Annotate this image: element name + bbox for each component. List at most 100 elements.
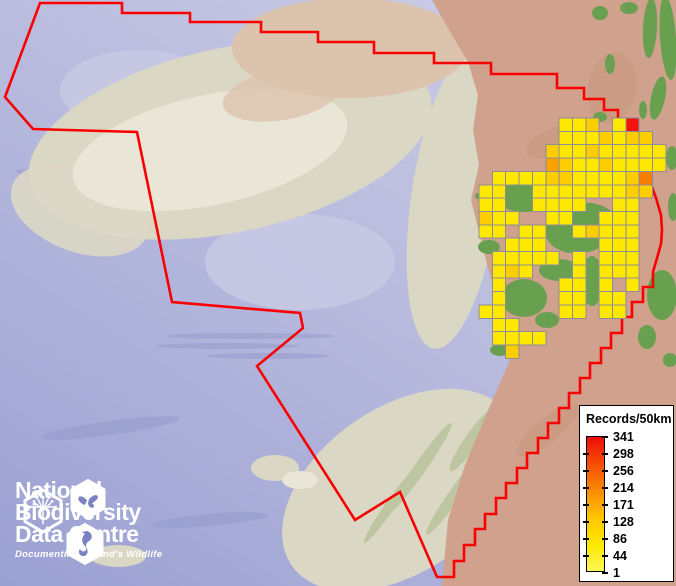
grid-cell[interactable] [545,210,560,226]
grid-cell[interactable] [478,304,493,319]
grid-cell[interactable] [518,237,533,252]
grid-cell[interactable] [571,251,587,266]
grid-cell[interactable] [571,130,587,146]
grid-cell[interactable] [598,304,614,319]
grid-cell[interactable] [545,184,560,199]
grid-cell[interactable] [518,264,533,279]
grid-cell[interactable] [558,291,573,306]
grid-cell[interactable] [598,184,614,199]
grid-cell[interactable] [558,130,573,146]
grid-cell[interactable] [491,224,507,239]
grid-cell[interactable] [505,317,520,333]
grid-cell[interactable] [491,264,507,279]
grid-cell[interactable] [571,264,587,279]
grid-cell[interactable] [531,251,547,266]
grid-cell[interactable] [478,184,493,199]
grid-cell[interactable] [558,210,573,226]
grid-cell[interactable] [625,130,640,146]
grid-cell[interactable] [638,157,654,172]
records-grid[interactable] [478,117,667,359]
grid-cell[interactable] [571,224,587,239]
grid-cell[interactable] [585,144,600,159]
grid-cell[interactable] [598,291,614,306]
grid-cell[interactable] [505,331,520,346]
grid-cell[interactable] [652,144,667,159]
grid-cell[interactable] [612,304,627,319]
grid-cell[interactable] [571,291,587,306]
grid-cell[interactable] [598,157,614,172]
grid-cell[interactable] [612,291,627,306]
grid-cell[interactable] [491,184,507,199]
grid-cell[interactable] [625,210,640,226]
grid-cell[interactable] [625,117,640,132]
grid-cell[interactable] [598,130,614,146]
grid-cell[interactable] [531,170,547,186]
grid-cell[interactable] [491,304,507,319]
grid-cell[interactable] [545,157,560,172]
grid-cell[interactable] [612,170,627,186]
grid-cell[interactable] [638,184,654,199]
grid-cell[interactable] [558,277,573,293]
grid-cell[interactable] [571,304,587,319]
grid-cell[interactable] [625,251,640,266]
grid-cell[interactable] [531,237,547,252]
grid-cell[interactable] [625,184,640,199]
grid-cell[interactable] [625,170,640,186]
grid-cell[interactable] [625,237,640,252]
grid-cell[interactable] [612,130,627,146]
grid-cell[interactable] [558,157,573,172]
grid-cell[interactable] [585,224,600,239]
grid-cell[interactable] [585,184,600,199]
grid-cell[interactable] [612,224,627,239]
grid-cell[interactable] [625,277,640,293]
grid-cell[interactable] [505,210,520,226]
grid-cell[interactable] [531,331,547,346]
grid-cell[interactable] [545,251,560,266]
grid-cell[interactable] [585,130,600,146]
grid-cell[interactable] [625,197,640,212]
grid-cell[interactable] [518,251,533,266]
grid-cell[interactable] [612,210,627,226]
grid-cell[interactable] [505,251,520,266]
grid-cell[interactable] [612,237,627,252]
grid-cell[interactable] [571,184,587,199]
grid-cell[interactable] [558,197,573,212]
grid-cell[interactable] [585,117,600,132]
grid-cell[interactable] [571,277,587,293]
grid-cell[interactable] [638,170,654,186]
grid-cell[interactable] [598,224,614,239]
grid-cell[interactable] [612,117,627,132]
grid-cell[interactable] [612,157,627,172]
grid-cell[interactable] [638,130,654,146]
grid-cell[interactable] [571,157,587,172]
grid-cell[interactable] [505,264,520,279]
grid-cell[interactable] [491,197,507,212]
grid-cell[interactable] [571,144,587,159]
grid-cell[interactable] [491,170,507,186]
grid-cell[interactable] [558,144,573,159]
grid-cell[interactable] [518,170,533,186]
grid-cell[interactable] [518,224,533,239]
grid-cell[interactable] [491,331,507,346]
grid-cell[interactable] [505,344,520,359]
grid-cell[interactable] [491,291,507,306]
grid-cell[interactable] [625,157,640,172]
grid-cell[interactable] [545,197,560,212]
grid-cell[interactable] [558,170,573,186]
grid-cell[interactable] [612,144,627,159]
grid-cell[interactable] [625,224,640,239]
grid-cell[interactable] [598,210,614,226]
grid-cell[interactable] [491,317,507,333]
grid-cell[interactable] [491,251,507,266]
grid-cell[interactable] [598,251,614,266]
grid-cell[interactable] [598,264,614,279]
grid-cell[interactable] [571,117,587,132]
grid-cell[interactable] [612,197,627,212]
grid-cell[interactable] [545,170,560,186]
grid-cell[interactable] [478,210,493,226]
grid-cell[interactable] [491,210,507,226]
grid-cell[interactable] [598,144,614,159]
grid-cell[interactable] [612,251,627,266]
grid-cell[interactable] [625,144,640,159]
